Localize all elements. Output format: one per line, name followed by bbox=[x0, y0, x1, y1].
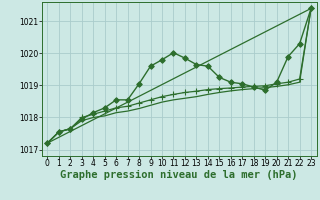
X-axis label: Graphe pression niveau de la mer (hPa): Graphe pression niveau de la mer (hPa) bbox=[60, 170, 298, 180]
